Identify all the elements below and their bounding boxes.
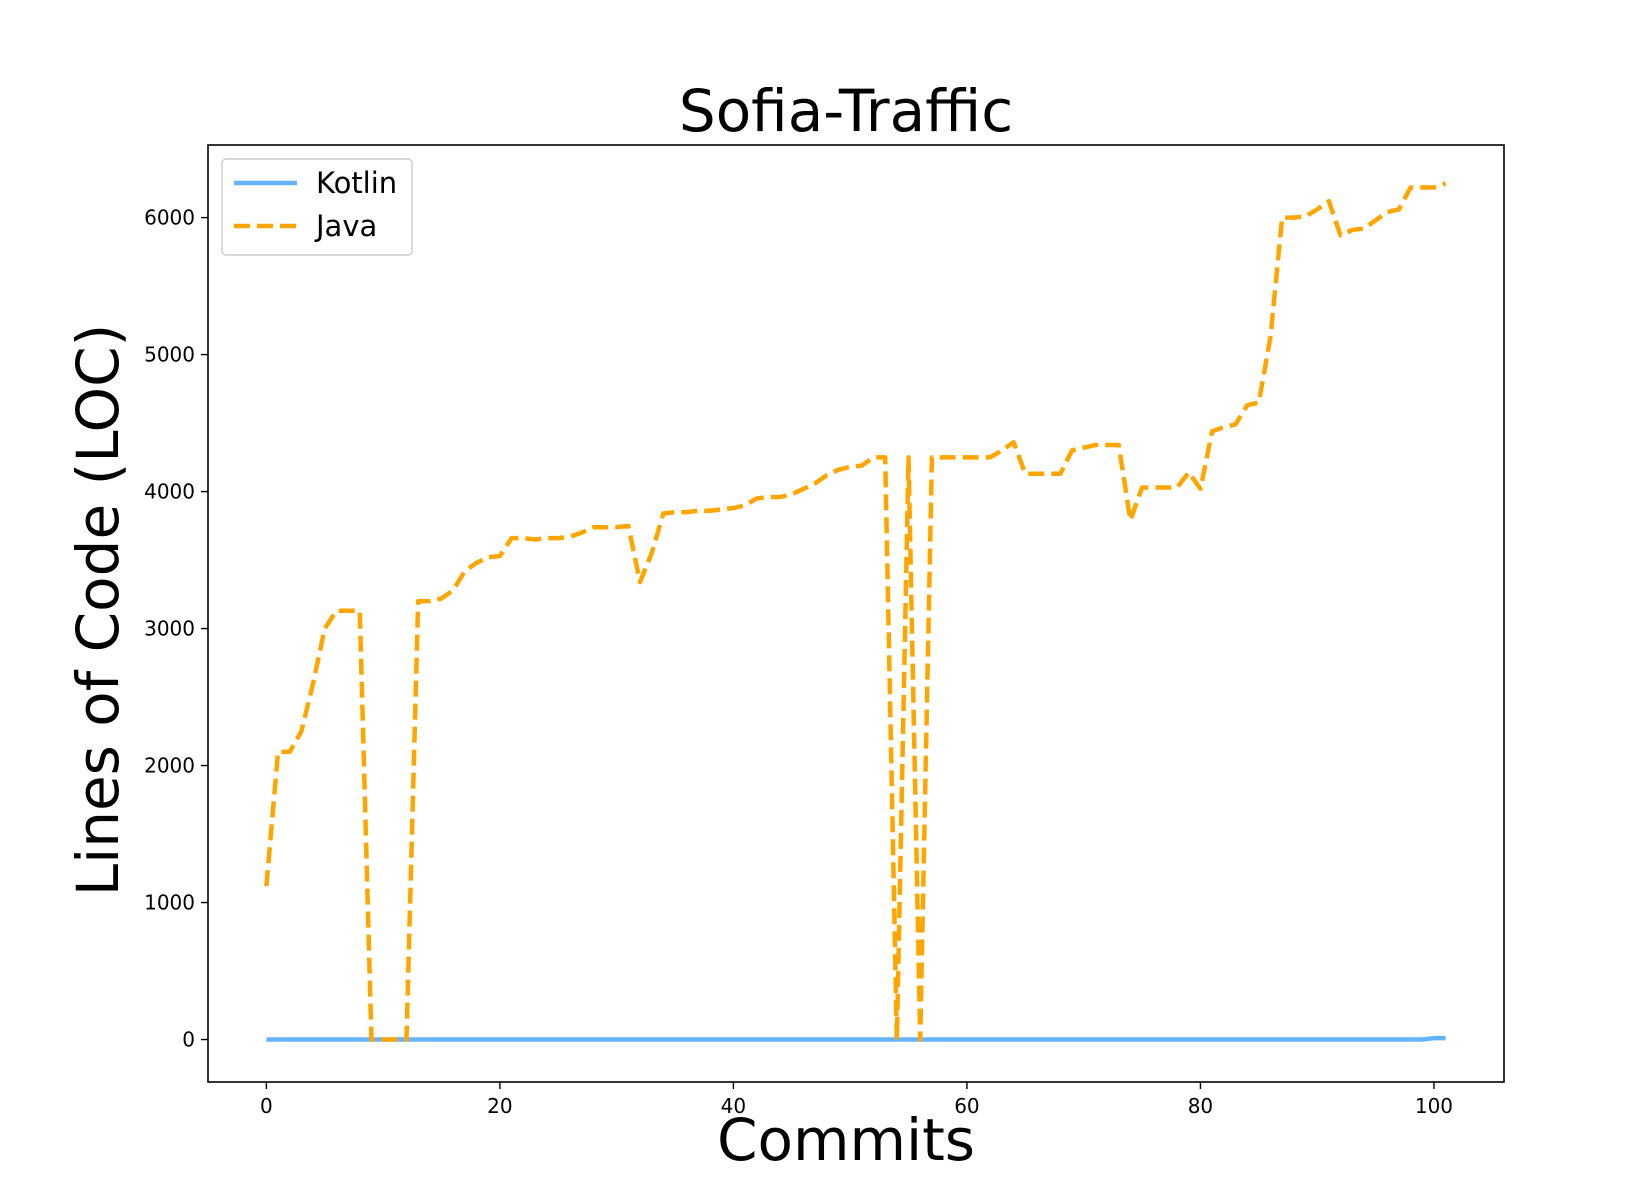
y-tick-label: 2000 [144,754,195,778]
series-layer [264,181,1447,1042]
x-tick-label: 80 [1188,1094,1213,1118]
series-line-kotlin [266,1035,1446,1042]
x-tick-label: 40 [721,1094,746,1118]
y-tick-label: 3000 [144,617,195,641]
x-tick-label: 20 [487,1094,512,1118]
x-tick-label: 0 [260,1094,273,1118]
chart-title: Sofia-Traffic [679,77,1013,145]
axes-frame [207,144,1505,1083]
y-tick-label: 0 [182,1028,195,1052]
plot-area: 0 20 40 60 80 100 0 1000 2000 3000 4000 5000 6000 [144,144,1505,1118]
legend-java-label: Java [314,209,377,243]
x-tick-label: 60 [954,1094,979,1118]
y-axis-label: Lines of Code (LOC) [64,324,132,896]
legend-kotlin-label: Kotlin [316,166,397,200]
y-tick-label: 6000 [144,206,195,230]
y-tick-label: 1000 [144,891,195,915]
x-axis-label: Commits [717,1106,975,1174]
series-line-java [264,181,1447,1042]
y-axis-ticks: 0 1000 2000 3000 4000 5000 6000 [144,206,208,1052]
y-tick-label: 5000 [144,343,195,367]
x-tick-label: 100 [1415,1094,1453,1118]
x-axis-ticks: 0 20 40 60 80 100 [260,1082,1453,1118]
y-tick-label: 4000 [144,480,195,504]
legend: Kotlin Java [221,158,413,256]
